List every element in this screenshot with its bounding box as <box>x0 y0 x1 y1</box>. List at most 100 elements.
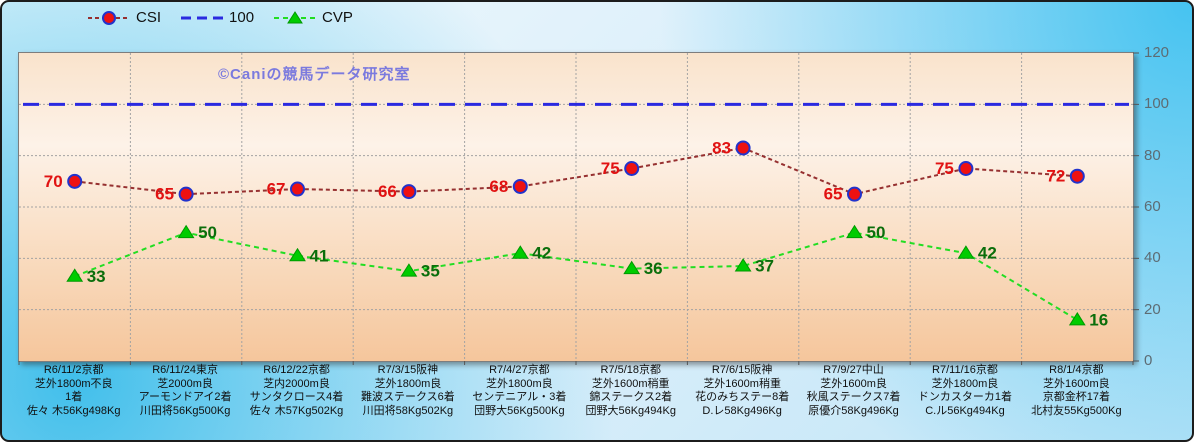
y-tick-label: 100 <box>1144 95 1170 113</box>
csi-point-label: 65 <box>824 185 843 204</box>
cvp-marker <box>400 263 418 277</box>
cvp-line-marker-icon <box>274 10 317 23</box>
x-category-label-line: R8/1/4京都 <box>1049 364 1104 376</box>
y-tick-label: 0 <box>1144 352 1153 369</box>
x-category-label-line: 川田将56Kg500Kg <box>139 404 231 417</box>
x-category-label-line: 佐々 木56Kg498Kg <box>26 404 121 417</box>
x-category-label: R7/5/18京都 芝外1600m稍重 錦ステークス2着 団野大56Kg494Kg <box>575 364 686 418</box>
x-category-label-line: アーモンドアイ2着 <box>138 391 232 403</box>
cvp-point-label: 50 <box>198 223 217 242</box>
x-category-label-line: 団野大56Kg494Kg <box>585 404 676 417</box>
x-category-label-line: 芝外1800m良 <box>374 377 442 390</box>
csi-marker <box>735 140 751 156</box>
x-category-label-line: 芝外1800m良 <box>486 377 553 390</box>
x-category-label: R6/11/2京都 芝外1800m不良 1着 佐々 木56Kg498Kg <box>18 364 129 418</box>
csi-marker <box>624 161 640 176</box>
cvp-marker <box>511 245 529 259</box>
cvp-marker <box>289 247 306 262</box>
y-tick-label: 20 <box>1144 300 1161 318</box>
csi-point-label: 75 <box>601 159 620 178</box>
x-category-label-line: 芝外1600m稍重 <box>591 377 670 390</box>
x-category-label-line: R7/11/16京都 <box>932 364 998 376</box>
x-category-label-line: センテニアル・3着 <box>472 391 567 403</box>
x-category-label: R7/11/16京都 芝外1800m良 ドンカスターカ1着 C.ル56Kg494Kg <box>909 364 1020 418</box>
cvp-point-label: 16 <box>1089 310 1108 329</box>
x-category-label-line: 錦ステークス2着 <box>589 391 673 403</box>
x-category-label-line: 川田将58Kg502Kg <box>362 404 454 417</box>
x-category-label: R7/6/15阪神 芝外1600m稍重 花のみちステー8着 D.レ58Kg496Kg <box>686 364 797 418</box>
csi-marker <box>178 186 194 202</box>
baseline-dash-icon <box>181 16 224 19</box>
x-category-label-line: D.レ58Kg496Kg <box>702 404 782 417</box>
x-category-label: R6/12/22京都 芝内2000m良 サンタクロース4着 佐々 木57Kg502Kg <box>241 364 352 418</box>
x-category-label-line: R7/4/27京都 <box>489 364 550 376</box>
legend-label-100: 100 <box>229 9 255 26</box>
x-category-label-line: サンタクロース4着 <box>249 391 344 403</box>
csi-marker <box>512 178 528 194</box>
csi-point-label: 70 <box>44 172 63 191</box>
x-category-label-line: 秋風ステークス7着 <box>806 391 901 403</box>
watermark-text: ©Caniの競馬データ研究室 <box>218 66 411 83</box>
x-category-label: R7/4/27京都 芝外1800m良 センテニアル・3着 団野大56Kg500Kg <box>464 364 575 418</box>
csi-point-label: 65 <box>155 185 174 204</box>
csi-point-label: 75 <box>935 159 954 178</box>
cvp-marker <box>66 268 84 282</box>
x-category-label-line: R7/6/15阪神 <box>711 364 773 376</box>
cvp-point-label: 33 <box>87 267 106 286</box>
cvp-marker <box>846 224 863 239</box>
cvp-point-label: 35 <box>421 262 440 281</box>
x-category-label-line: 芝外1800m良 <box>931 377 999 390</box>
legend-item-100: 100 <box>181 9 254 26</box>
x-category-label-line: 佐々 木57Kg502Kg <box>249 404 344 417</box>
x-category-label: R8/1/4京都 芝外1600m良 京都金杯17着 北村友55Kg500Kg <box>1021 364 1132 418</box>
cvp-point-label: 37 <box>755 257 774 276</box>
cvp-line <box>74 231 1078 321</box>
x-category-label-line: 難波ステークス6着 <box>361 391 455 403</box>
x-category-label-line: 花のみちステー8着 <box>695 391 790 403</box>
x-category-label-line: R6/11/2京都 <box>43 364 104 376</box>
x-category-label-line: 原優介58Kg496Kg <box>808 404 899 417</box>
legend-item-cvp: CVP <box>274 9 353 26</box>
csi-point-label: 83 <box>712 138 731 157</box>
chart-legend: CSI 100 CVP <box>88 9 353 26</box>
csi-marker <box>290 181 305 197</box>
csi-line <box>74 146 1078 196</box>
csi-marker <box>1069 168 1085 184</box>
csi-marker <box>847 186 862 202</box>
cvp-marker <box>177 224 195 239</box>
plot-area: 70 65 67 66 68 75 83 65 75 72 33 50 41 35 42 36 37 50 42 16 <box>18 52 1139 365</box>
x-category-label-line: R7/3/15阪神 <box>377 364 439 376</box>
x-category-label-line: 芝外1600m稍重 <box>703 377 781 390</box>
cvp-point-label: 50 <box>867 223 886 242</box>
x-category-label-line: 団野大56Kg500Kg <box>474 404 565 417</box>
csi-marker <box>67 173 83 189</box>
cvp-point-label: 42 <box>532 244 551 263</box>
csi-point-label: 67 <box>267 180 286 199</box>
cvp-marker <box>957 245 975 259</box>
x-category-label-line: R6/12/22京都 <box>263 364 330 376</box>
chart-canvas: 70 65 67 66 68 75 83 65 75 72 33 50 41 35 42 36 37 50 42 16 <box>18 52 1139 365</box>
y-tick-label: 60 <box>1144 198 1161 215</box>
x-category-label-line: R7/9/27中山 <box>823 364 884 376</box>
csi-point-label: 72 <box>1046 167 1065 186</box>
cvp-marker <box>623 260 641 275</box>
cvp-point-label: 36 <box>644 259 663 278</box>
y-tick-label: 80 <box>1144 146 1161 164</box>
cvp-marker <box>1068 311 1086 326</box>
x-category-label-line: 京都金杯17着 <box>1042 391 1110 403</box>
x-category-label-line: R6/11/24東京 <box>152 364 219 376</box>
csi-point-label: 66 <box>378 182 397 201</box>
x-category-label-line: 芝2000m良 <box>157 377 213 390</box>
x-category-label-line: 北村友55Kg500Kg <box>1031 404 1122 417</box>
csi-marker <box>401 184 417 200</box>
legend-label-cvp: CVP <box>322 9 353 26</box>
x-category-label-line: R7/5/18京都 <box>600 364 661 376</box>
y-tick-label: 120 <box>1144 44 1170 61</box>
cvp-point-label: 42 <box>978 244 997 263</box>
x-category-label: R7/3/15阪神 芝外1800m良 難波ステークス6着 川田将58Kg502Kg <box>352 364 463 418</box>
legend-item-csi: CSI <box>88 9 161 26</box>
csi-point-label: 68 <box>489 177 508 196</box>
csi-marker <box>958 161 974 176</box>
y-tick-label: 40 <box>1144 249 1161 267</box>
cvp-marker <box>734 258 752 272</box>
